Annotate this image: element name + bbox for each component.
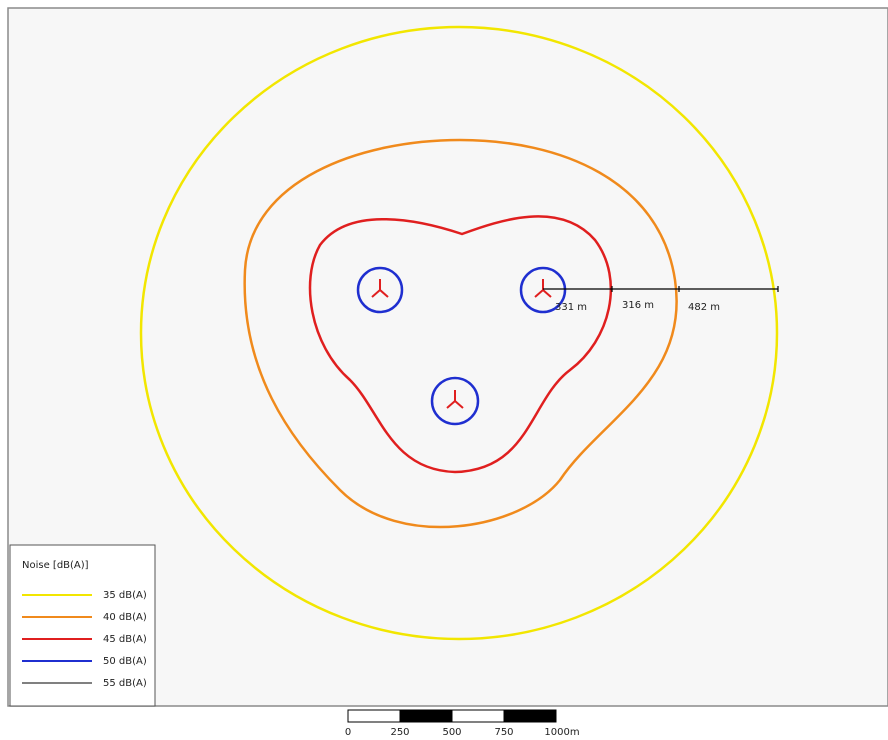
contour-50 [519, 266, 567, 314]
turbine [534, 279, 552, 298]
distance-label: 331 m [555, 302, 587, 313]
contour-50 [430, 376, 480, 426]
scale-segment [347, 709, 401, 723]
legend-title: Noise [dB(A)] [22, 560, 89, 571]
contour-50 [356, 266, 404, 314]
legend-label: 55 dB(A) [103, 678, 147, 689]
turbine [371, 279, 389, 298]
turbine-icons [371, 279, 552, 409]
legend-label: 50 dB(A) [103, 656, 147, 667]
legend-label: 40 dB(A) [103, 612, 147, 623]
scale-bar: 0 250 500 750 1000m [345, 709, 580, 738]
legend-entries: 35 dB(A) 40 dB(A) 45 dB(A) 50 dB(A) 55 dB(A) [22, 590, 147, 689]
legend-box [9, 544, 156, 707]
legend-label: 35 dB(A) [103, 590, 147, 601]
scale-segment [451, 709, 505, 723]
scale-label: 0 [345, 727, 351, 738]
scale-segment [399, 709, 453, 723]
legend: Noise [dB(A)] [9, 544, 156, 707]
contour-40 [243, 138, 678, 529]
turbine [446, 390, 464, 409]
scale-segment [503, 709, 557, 723]
scale-label: 1000m [544, 727, 579, 738]
measure-line [543, 286, 779, 292]
scale-label: 750 [494, 727, 513, 738]
distance-label: 482 m [688, 302, 720, 313]
scale-label: 250 [390, 727, 409, 738]
distance-label: 316 m [622, 300, 654, 311]
contour-45 [308, 215, 613, 474]
contour-35 [139, 25, 779, 641]
scale-label: 500 [442, 727, 461, 738]
legend-label: 45 dB(A) [103, 634, 147, 645]
